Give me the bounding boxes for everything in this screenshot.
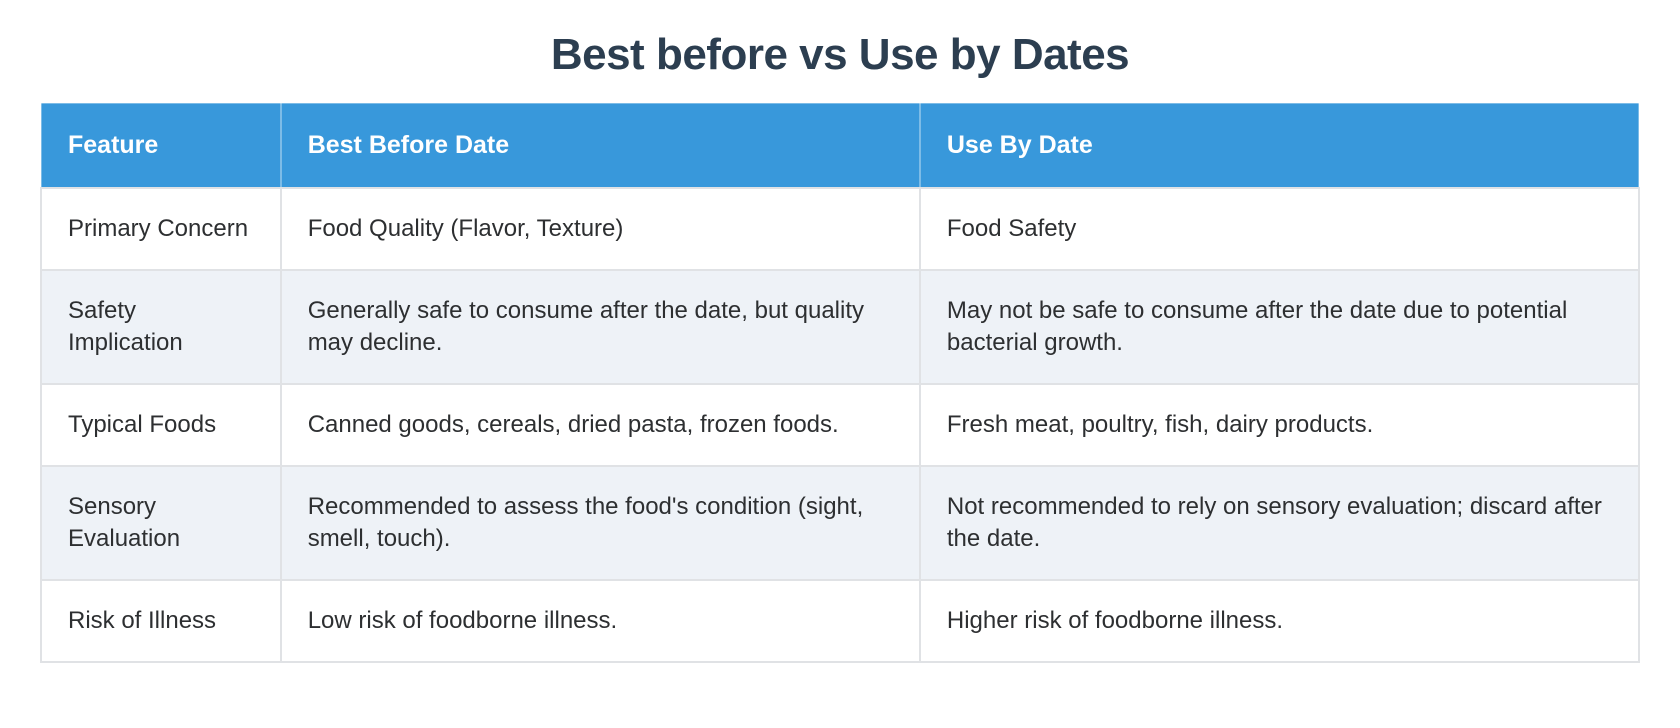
header-row: Feature Best Before Date Use By Date — [40, 101, 1641, 189]
cell-best-before: Food Quality (Flavor, Texture) — [279, 186, 921, 271]
comparison-table: Feature Best Before Date Use By Date Pri… — [40, 101, 1641, 663]
column-header-use-by-date: Use By Date — [918, 101, 1641, 189]
column-header-best-before-date: Best Before Date — [279, 101, 921, 189]
cell-use-by: Higher risk of foodborne illness. — [918, 578, 1641, 663]
page: Best before vs Use by Dates Feature Best… — [0, 30, 1680, 663]
table-row-safety-implication: Safety Implication Generally safe to con… — [40, 268, 1641, 385]
column-header-feature: Feature — [40, 101, 282, 189]
cell-feature: Typical Foods — [40, 382, 282, 467]
cell-use-by: Food Safety — [918, 186, 1641, 271]
cell-best-before: Canned goods, cereals, dried pasta, froz… — [279, 382, 921, 467]
cell-use-by: Not recommended to rely on sensory evalu… — [918, 464, 1641, 581]
table-row-typical-foods: Typical Foods Canned goods, cereals, dri… — [40, 382, 1641, 467]
cell-feature: Safety Implication — [40, 268, 282, 385]
table-row-primary-concern: Primary Concern Food Quality (Flavor, Te… — [40, 186, 1641, 271]
table-row-risk-of-illness: Risk of Illness Low risk of foodborne il… — [40, 578, 1641, 663]
table-row-sensory-evaluation: Sensory Evaluation Recommended to assess… — [40, 464, 1641, 581]
page-title: Best before vs Use by Dates — [550, 30, 1130, 79]
cell-best-before: Recommended to assess the food's conditi… — [279, 464, 921, 581]
cell-best-before: Low risk of foodborne illness. — [279, 578, 921, 663]
cell-use-by: Fresh meat, poultry, fish, dairy product… — [918, 382, 1641, 467]
cell-feature: Primary Concern — [40, 186, 282, 271]
cell-best-before: Generally safe to consume after the date… — [279, 268, 921, 385]
cell-use-by: May not be safe to consume after the dat… — [918, 268, 1641, 385]
cell-feature: Sensory Evaluation — [40, 464, 282, 581]
cell-feature: Risk of Illness — [40, 578, 282, 663]
